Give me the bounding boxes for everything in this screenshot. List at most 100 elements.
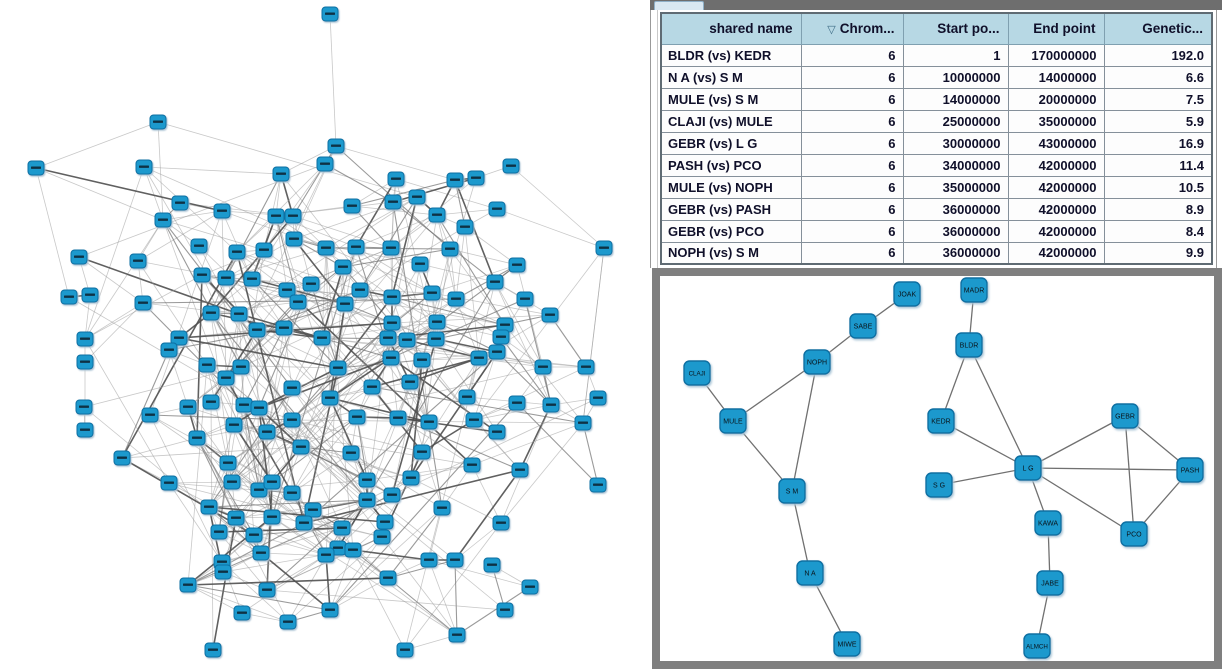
network-node[interactable] — [463, 457, 481, 473]
network-node[interactable] — [217, 370, 235, 386]
network-node[interactable] — [589, 390, 607, 406]
network-node[interactable] — [76, 331, 94, 347]
network-node[interactable] — [488, 201, 506, 217]
network-node[interactable] — [492, 329, 510, 345]
network-node[interactable] — [336, 296, 354, 312]
table-row[interactable]: NOPH (vs) S M 6 36000000 42000000 9.9 — [660, 241, 1213, 265]
network-node[interactable] — [441, 241, 459, 257]
network-node[interactable] — [193, 267, 211, 283]
network-node[interactable] — [333, 520, 351, 536]
network-node[interactable] — [210, 524, 228, 540]
network-node[interactable] — [263, 474, 281, 490]
network-node[interactable] — [496, 602, 514, 618]
network-node[interactable] — [258, 582, 276, 598]
network-node[interactable] — [75, 399, 93, 415]
network-node[interactable] — [411, 256, 429, 272]
network-node[interactable] — [327, 138, 345, 154]
column-header-shared-name[interactable]: shared name — [660, 12, 802, 45]
network-node[interactable] — [348, 409, 366, 425]
network-node[interactable] — [227, 510, 245, 526]
network-node[interactable] — [202, 305, 220, 321]
network-node[interactable] — [387, 171, 405, 187]
network-node[interactable] — [283, 412, 301, 428]
network-node[interactable] — [202, 394, 220, 410]
table-row[interactable]: MULE (vs) S M 6 14000000 20000000 7.5 — [660, 87, 1213, 111]
network-node[interactable] — [225, 417, 243, 433]
network-node[interactable] — [190, 238, 208, 254]
table-row[interactable]: CLAJI (vs) MULE 6 25000000 35000000 5.9 — [660, 109, 1213, 133]
network-node[interactable] — [542, 397, 560, 413]
network-node[interactable] — [398, 332, 416, 348]
network-node[interactable] — [358, 492, 376, 508]
network-node[interactable] — [446, 552, 464, 568]
network-node[interactable] — [258, 424, 276, 440]
network-node[interactable] — [204, 642, 222, 658]
network-node[interactable] — [383, 315, 401, 331]
network-node[interactable] — [272, 166, 290, 182]
network-node[interactable] — [521, 579, 539, 595]
network-node[interactable] — [508, 257, 526, 273]
network-node[interactable] — [160, 342, 178, 358]
table-row[interactable]: GEBR (vs) L G 6 30000000 43000000 16.9 — [660, 131, 1213, 155]
network-node[interactable] — [413, 352, 431, 368]
network-node[interactable]: KEDR — [927, 408, 955, 434]
network-node[interactable] — [317, 547, 335, 563]
network-node[interactable]: MIWE — [833, 631, 861, 657]
network-node[interactable] — [488, 424, 506, 440]
network-node[interactable] — [420, 552, 438, 568]
table-row[interactable]: MULE (vs) NOPH 6 35000000 42000000 10.5 — [660, 175, 1213, 199]
network-node[interactable] — [179, 399, 197, 415]
network-node[interactable] — [496, 317, 514, 333]
table-row[interactable]: GEBR (vs) PASH 6 36000000 42000000 8.9 — [660, 197, 1213, 221]
network-node[interactable] — [534, 359, 552, 375]
network-node[interactable] — [279, 614, 297, 630]
network-node[interactable] — [321, 390, 339, 406]
network-node[interactable]: L G — [1014, 455, 1042, 481]
network-node[interactable] — [233, 605, 251, 621]
network-node[interactable] — [243, 271, 261, 287]
network-node[interactable] — [60, 289, 78, 305]
network-node[interactable] — [351, 282, 369, 298]
network-node[interactable] — [313, 330, 331, 346]
network-node[interactable] — [383, 487, 401, 503]
network-node[interactable] — [134, 295, 152, 311]
network-node[interactable] — [27, 160, 45, 176]
network-node[interactable] — [447, 291, 465, 307]
network-node[interactable]: ALMCH — [1023, 633, 1051, 659]
network-node[interactable] — [154, 212, 172, 228]
network-node[interactable] — [358, 472, 376, 488]
panel-splitter[interactable] — [650, 10, 651, 268]
network-node[interactable]: GEBR — [1111, 403, 1139, 429]
network-node[interactable] — [574, 415, 592, 431]
network-node[interactable] — [217, 270, 235, 286]
network-node[interactable] — [283, 380, 301, 396]
network-node[interactable] — [302, 276, 320, 292]
network-node[interactable] — [295, 515, 313, 531]
network-node[interactable] — [81, 287, 99, 303]
network-node[interactable] — [214, 564, 232, 580]
table-row[interactable]: BLDR (vs) KEDR 6 1 170000000 192.0 — [660, 43, 1213, 67]
network-node[interactable] — [223, 474, 241, 490]
subnetwork-canvas[interactable]: JOAK MADR SABE BLDR NOPH CLAJI MULE KEDR GEBR L G… — [660, 276, 1214, 661]
network-node[interactable] — [508, 395, 526, 411]
network-node[interactable] — [228, 244, 246, 260]
network-node[interactable] — [483, 557, 501, 573]
network-node[interactable] — [316, 156, 334, 172]
network-node[interactable] — [250, 400, 268, 416]
network-node[interactable]: BLDR — [955, 332, 983, 358]
network-node[interactable] — [213, 203, 231, 219]
network-node[interactable] — [135, 159, 153, 175]
network-node[interactable] — [321, 602, 339, 618]
network-node[interactable] — [188, 430, 206, 446]
network-node[interactable] — [76, 354, 94, 370]
network-node[interactable] — [446, 172, 464, 188]
network-node[interactable] — [283, 485, 301, 501]
network-node[interactable] — [401, 374, 419, 390]
network-node[interactable] — [250, 482, 268, 498]
network-node[interactable] — [321, 6, 339, 22]
network-node[interactable] — [334, 259, 352, 275]
network-node[interactable] — [428, 314, 446, 330]
filter-icon[interactable]: ▽ — [827, 24, 836, 37]
network-node[interactable] — [232, 359, 250, 375]
network-node[interactable] — [160, 475, 178, 491]
